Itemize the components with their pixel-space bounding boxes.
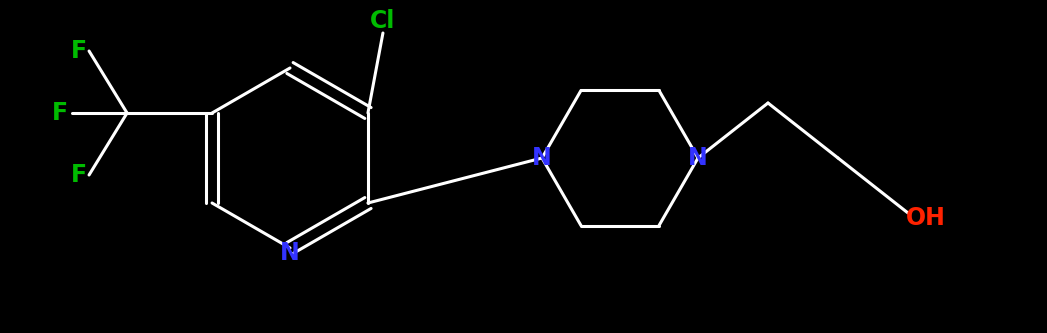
Text: F: F (71, 163, 87, 187)
Text: N: N (281, 241, 299, 265)
Text: Cl: Cl (371, 9, 396, 33)
Text: N: N (532, 146, 552, 170)
Text: F: F (71, 39, 87, 63)
Text: F: F (52, 101, 68, 125)
Text: N: N (688, 146, 708, 170)
Text: OH: OH (906, 206, 945, 230)
